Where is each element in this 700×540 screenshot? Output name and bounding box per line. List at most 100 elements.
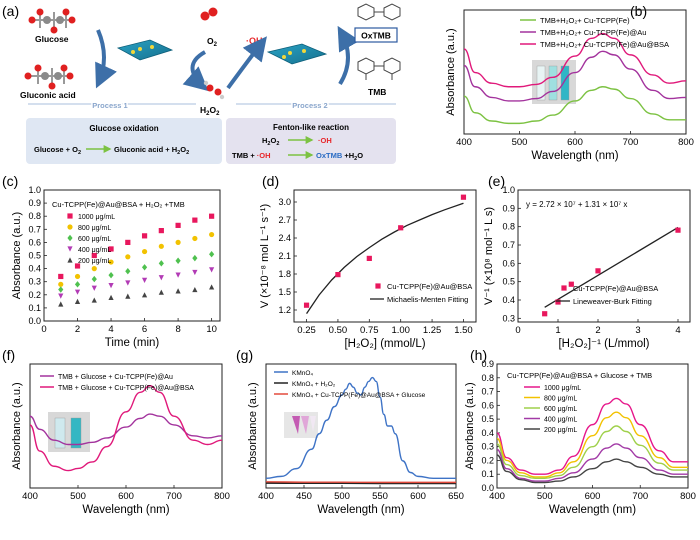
series-line-1 [266, 376, 456, 480]
x-tick-label: 400 [22, 491, 38, 502]
legend-label: 400 μg/mL [78, 247, 111, 254]
chart-title: Cu-TCPP(Fe)@Au@BSA + H₂O₂ +TMB [52, 200, 185, 209]
legend-label: 600 μg/mL [544, 406, 577, 413]
cycle-arrow-3-icon [226, 36, 267, 90]
h2o2-label: H2O2 [200, 105, 220, 117]
y-tick-label: 0.7 [481, 387, 494, 397]
data-point [675, 227, 681, 233]
plot-area [464, 32, 686, 125]
x-tick-label: 1.00 [391, 325, 410, 336]
fit-line [306, 202, 464, 314]
y-tick-label: 1.2 [278, 305, 291, 315]
y-axis-label: Absorbance (a.u.) [247, 382, 259, 469]
fenton-reaction-title: Fenton-like reaction [273, 123, 349, 132]
legend-label: Cu-TCPP(Fe)@Au@BSA [573, 284, 658, 293]
legend-label: Cu-TCPP(Fe)@Au@BSA [387, 282, 472, 291]
nanosheet-icon-1 [116, 39, 174, 61]
legend-label: 1000 μg/mL [78, 214, 115, 221]
data-point [209, 267, 215, 273]
data-point [74, 289, 81, 295]
chart-d: 0.25 0.50 0.75 1.00 1.25 1.50 1.2 1.5 1.8 2.1 2.4 2… [259, 189, 477, 350]
x-axis-label: Wavelength (nm) [82, 504, 169, 516]
fenton-reaction-1-left: H2O2 [262, 136, 279, 147]
charts-layer: 400 500 600 700 800 Wavelength (nm) Absorbance… [11, 9, 696, 516]
legend-marker [67, 257, 73, 263]
x-tick-label: 4 [675, 325, 680, 336]
y-tick-label: 0.3 [481, 442, 494, 452]
data-point [192, 269, 198, 276]
data-point [192, 286, 198, 293]
x-axis-label: Wavelength (nm) [317, 504, 404, 516]
tube-photo-g [284, 412, 318, 438]
y-tick-label: 0.3 [28, 277, 41, 287]
x-tick-label: 800 [680, 491, 696, 502]
y-tick-label: 0.4 [28, 264, 41, 274]
oxygen-molecule-icon [200, 7, 218, 21]
panel-label-a: (a) [2, 3, 19, 19]
series-line-2 [30, 385, 222, 472]
y-axis-label: V (×10⁻⁸ mol L⁻¹ s⁻¹) [259, 204, 271, 308]
y-axis-label: Absorbance (a.u.) [445, 28, 457, 115]
data-point [58, 281, 64, 287]
tmb-molecule-icon [357, 57, 401, 80]
x-tick-label: 600 [410, 491, 426, 502]
plot-area [58, 213, 215, 307]
data-point [158, 243, 164, 249]
chart-e-frame [517, 189, 691, 323]
y-tick-label: 1.8 [278, 269, 291, 279]
chart-c: 0 2 4 6 8 10 0.0 0.1 0.2 0.3 0.4 0.5 0.6 0.7 0.8 0.9 1.0… [11, 185, 221, 349]
data-point [125, 254, 131, 260]
data-point [158, 260, 164, 267]
y-tick-label: 0.0 [481, 483, 494, 493]
data-point [141, 292, 148, 298]
process-1-label: Process 1 [92, 101, 127, 110]
legend-label: 600 μg/mL [78, 236, 111, 243]
x-tick-label: 3 [635, 325, 640, 336]
panel-label-f: (f) [2, 347, 15, 363]
legend-marker [67, 213, 73, 219]
legend-label: 200 μg/mL [78, 258, 111, 265]
fenton-reaction-1-right: ·OH [318, 136, 332, 145]
y-tick-label: 2.4 [278, 233, 291, 243]
x-tick-label: 4 [108, 324, 113, 335]
data-point [74, 273, 81, 280]
legend-label: TMB+H₂O₂+ Cu-TCPP(Fe)@Au@BSA [540, 40, 669, 49]
x-tick-label: 800 [678, 137, 694, 148]
data-point [460, 194, 467, 200]
data-point [91, 252, 97, 259]
data-point [158, 289, 164, 295]
x-tick-label: 400 [489, 491, 505, 502]
data-point [209, 284, 215, 290]
x-tick-label: 500 [512, 137, 528, 148]
y-tick-label: 2.1 [278, 251, 291, 261]
series-line-2 [464, 50, 686, 102]
schematic-panel: (a) Glucose [2, 3, 401, 164]
x-tick-label: 0 [515, 325, 520, 336]
data-point [108, 246, 114, 252]
y-tick-label: 0.9 [502, 203, 515, 213]
x-tick-label: 600 [118, 491, 134, 502]
y-tick-label: 2.7 [278, 215, 291, 225]
plot-area [497, 397, 688, 484]
chart-e: 0 1 2 3 4 0.3 0.4 0.5 0.6 0.7 0.8 0.9 1.0 [H₂O₂]⁻¹ (L… [483, 185, 691, 350]
legend-label: 200 μg/mL [544, 427, 577, 434]
y-tick-label: 1.5 [278, 287, 291, 297]
x-tick-label: 2 [75, 324, 80, 335]
data-point [141, 233, 148, 239]
series-line-2 [497, 411, 688, 478]
chart-b: 400 500 600 700 800 Wavelength (nm) Absorbance… [445, 9, 694, 162]
x-tick-label: 700 [166, 491, 182, 502]
y-tick-label: 0.6 [28, 237, 41, 247]
y-tick-label: 0.5 [502, 277, 515, 287]
cycle-arrow-2-icon [182, 50, 209, 92]
y-tick-label: 0.2 [481, 455, 494, 465]
data-point [209, 250, 215, 258]
glucose-oxidation-title: Glucose oxidation [89, 124, 158, 133]
data-point [58, 286, 64, 293]
data-point [568, 281, 574, 287]
fenton-reaction-2-left: TMB + ·OH [232, 151, 271, 160]
oxtmb-label: OxTMB [361, 31, 391, 41]
glucose-oxidation-reactants: Glucose + O2 [34, 145, 81, 156]
legend-label: KMnO₄ + H₂O₂ [292, 381, 336, 388]
legend-marker [67, 234, 73, 242]
